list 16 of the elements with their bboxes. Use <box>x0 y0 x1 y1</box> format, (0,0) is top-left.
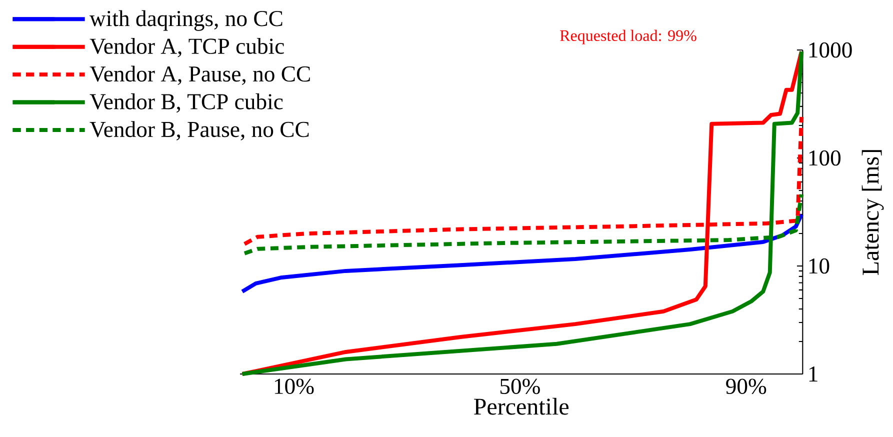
text: Requested load: 99% <box>560 30 696 44</box>
x-tick-label: 50% <box>500 378 540 394</box>
y-tick-label: 1000 <box>809 42 852 58</box>
legend-label: Vendor B, TCP cubic <box>90 93 283 113</box>
x-tick-label: 90% <box>726 378 766 394</box>
y-tick-label: 100 <box>809 150 841 166</box>
legend-label: with daqrings, no CC <box>90 10 282 31</box>
y-tick-label: 1 <box>809 366 818 382</box>
y-axis-title: Latency [ms] <box>862 150 884 275</box>
legend-label: Vendor A, TCP cubic <box>90 38 284 58</box>
x-tick-label: 10% <box>274 378 314 394</box>
x-axis-title: Percentile <box>474 398 569 415</box>
legend-label: Vendor A, Pause, no CC <box>90 66 310 85</box>
legend-label: Vendor B, Pause, no CC <box>90 121 309 140</box>
line-series <box>240 212 804 294</box>
y-tick-label: 10 <box>809 258 830 274</box>
